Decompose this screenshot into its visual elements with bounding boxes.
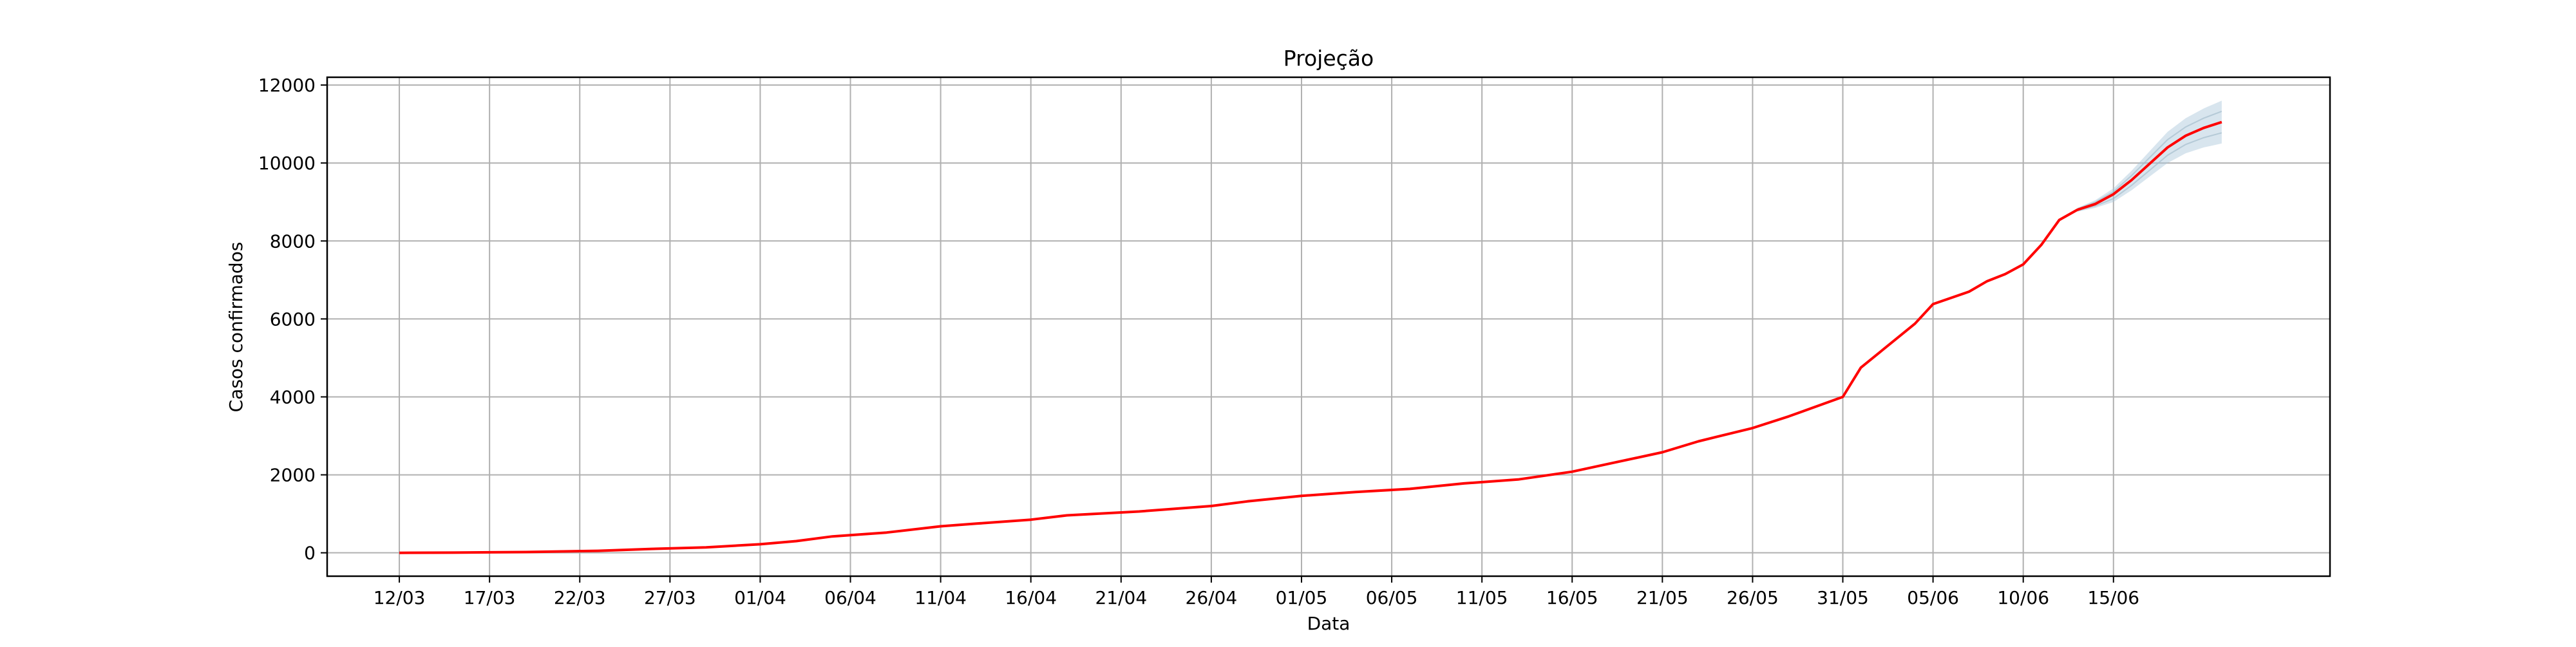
x-tick-label: 10/06 xyxy=(1997,587,2049,608)
x-tick-label: 26/05 xyxy=(1727,587,1779,608)
x-tick-label: 01/05 xyxy=(1276,587,1328,608)
y-tick-label: 10000 xyxy=(258,153,316,174)
x-tick-label: 16/05 xyxy=(1546,587,1598,608)
x-tick-label: 21/05 xyxy=(1636,587,1689,608)
x-tick-label: 15/06 xyxy=(2087,587,2139,608)
x-tick-label: 26/04 xyxy=(1186,587,1238,608)
y-tick-label: 0 xyxy=(304,543,316,564)
x-tick-label: 11/05 xyxy=(1456,587,1508,608)
x-tick-label: 01/04 xyxy=(734,587,786,608)
projection-band-line xyxy=(2077,132,2222,212)
y-axis-label: Casos confirmados xyxy=(225,242,247,413)
x-tick-label: 31/05 xyxy=(1817,587,1869,608)
series-line xyxy=(399,120,2222,554)
y-tick-label: 4000 xyxy=(270,386,316,408)
x-tick-label: 06/05 xyxy=(1366,587,1418,608)
y-tick-label: 12000 xyxy=(258,75,316,96)
x-tick-label: 27/03 xyxy=(644,587,696,608)
x-tick-label: 12/03 xyxy=(374,587,426,608)
projection-band-line xyxy=(2077,111,2222,210)
x-axis-label: Data xyxy=(1307,613,1350,634)
x-tick-label: 06/04 xyxy=(824,587,876,608)
y-tick-label: 6000 xyxy=(270,308,316,330)
x-tick-label: 21/04 xyxy=(1095,587,1147,608)
x-tick-label: 22/03 xyxy=(554,587,606,608)
x-tick-label: 16/04 xyxy=(1005,587,1057,608)
confidence-band xyxy=(2077,100,2222,212)
x-tick-label: 11/04 xyxy=(914,587,967,608)
y-tick-label: 2000 xyxy=(270,465,316,486)
x-tick-label: 17/03 xyxy=(464,587,516,608)
chart-title: Projeção xyxy=(1283,46,1374,71)
x-tick-label: 05/06 xyxy=(1907,587,1959,608)
y-tick-label: 8000 xyxy=(270,230,316,252)
plot-frame xyxy=(326,76,2331,577)
